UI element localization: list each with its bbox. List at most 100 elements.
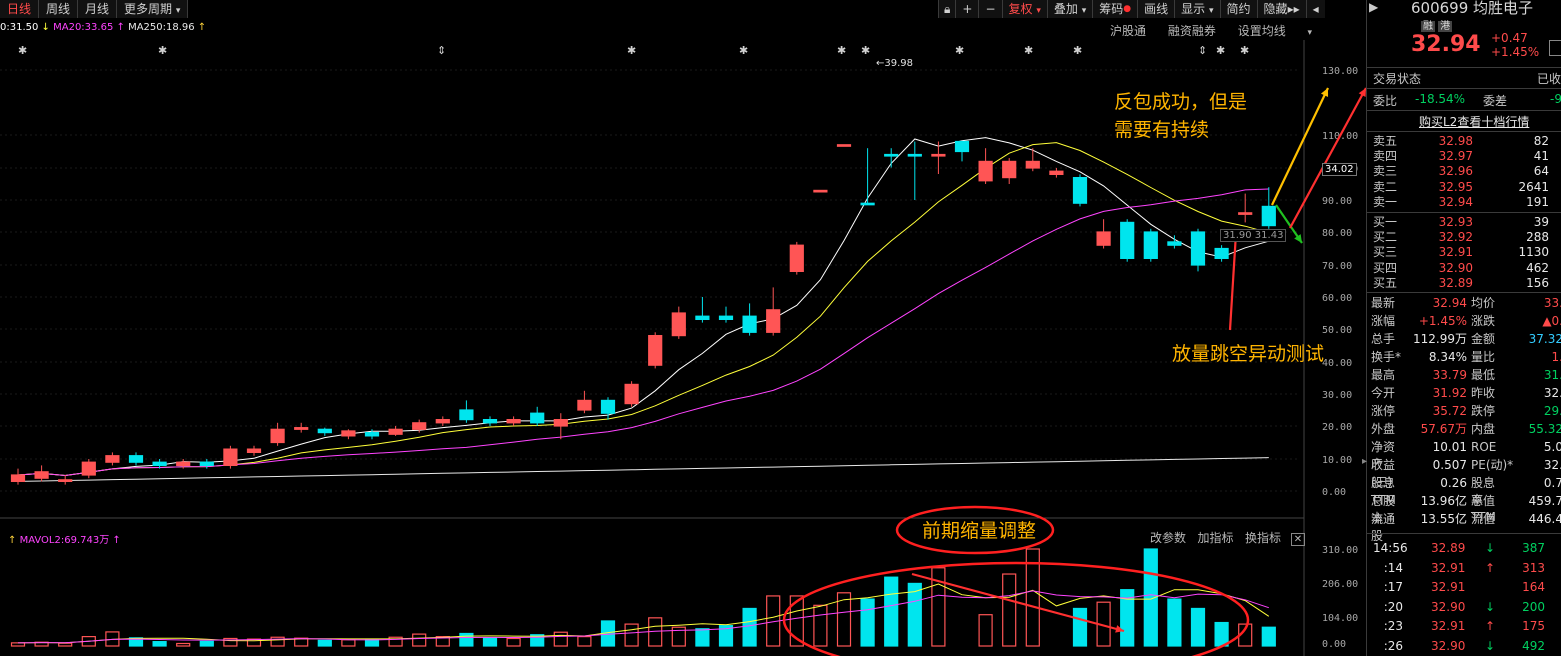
bid-row[interactable]: 买三 32.91 1130 — [1373, 245, 1561, 259]
close-icon[interactable]: ✕ — [1290, 533, 1306, 546]
stat-label: 涨停 — [1371, 404, 1396, 418]
tab-daily[interactable]: 日线 — [0, 0, 40, 18]
tab-weekly[interactable]: 周线 — [39, 0, 79, 18]
volume-bar — [1261, 626, 1276, 647]
bid-volume: 288 — [1526, 230, 1549, 245]
display-button[interactable]: 显示 ▾ — [1174, 0, 1220, 18]
bid-row[interactable]: 买五 32.89 156 — [1373, 276, 1561, 290]
link-switch-indicator[interactable]: 换指标 — [1244, 531, 1281, 545]
tab-more-periods-label: 更多周期 — [124, 2, 173, 16]
simple-button[interactable]: 简约 — [1219, 0, 1257, 18]
candle-body — [813, 189, 828, 193]
candle-body — [1002, 160, 1017, 179]
price-axis-label: 50.00 — [1322, 325, 1352, 336]
ask-row[interactable]: 卖一 32.94 191 — [1373, 195, 1561, 209]
volume-bar — [624, 623, 639, 647]
price-axis-label: 130.00 — [1322, 66, 1358, 77]
link-hk-connect[interactable]: 沪股通 — [1110, 24, 1147, 38]
hk-badge: 港 — [1438, 21, 1453, 32]
candle-body — [128, 455, 144, 463]
star-marker-icon: ✱ — [1073, 44, 1082, 57]
volume-bar — [435, 636, 450, 647]
price-axis-label: 80.00 — [1322, 228, 1352, 239]
stat-label: 最高 — [1371, 368, 1396, 382]
add-watch-icon[interactable] — [1549, 40, 1561, 56]
chevron-down-icon: ▾ — [1036, 6, 1041, 16]
trade-status-label: 交易状态 — [1373, 72, 1422, 86]
lock-icon[interactable]: 🔒︎ — [938, 0, 956, 18]
range-label: 31.90 31.43 — [1220, 229, 1287, 242]
tick-row: 14:56 32.89 ↓ 387 — [1373, 539, 1561, 557]
volume-bar — [459, 632, 474, 647]
link-ma-settings[interactable]: 设置均线 ▾ — [1238, 24, 1330, 38]
link-add-indicator[interactable]: 加指标 — [1197, 531, 1234, 545]
volume-bar — [671, 626, 686, 647]
volume-bar — [270, 636, 285, 647]
collapse-arrow-icon[interactable]: ▶ — [1369, 0, 1379, 14]
draw-line-button[interactable]: 画线 — [1137, 0, 1175, 18]
weicha-value: -9 — [1550, 92, 1561, 106]
l2-link[interactable]: 购买L2查看十档行情 — [1419, 115, 1530, 129]
volume-bar — [836, 592, 852, 647]
volume-bar — [506, 637, 521, 647]
ask-row[interactable]: 卖五 32.98 82 — [1373, 134, 1561, 148]
stat-label: PE(动)* — [1471, 458, 1514, 472]
rights-adjust-button[interactable]: 复权 ▾ — [1001, 0, 1047, 18]
panel-toggle-icon[interactable]: ▸ — [1362, 456, 1368, 467]
bid-price: 32.89 — [1438, 275, 1473, 290]
tab-more-periods[interactable]: 更多周期 ▾ — [117, 0, 189, 18]
stat-value: 1. — [1551, 350, 1561, 364]
tick-row: :17 32.91 164 — [1373, 578, 1561, 596]
price-axis-flag: 34.02 — [1322, 163, 1357, 176]
candle-body — [954, 140, 970, 153]
ask-price: 32.98 — [1438, 134, 1473, 148]
candle-body — [1190, 231, 1206, 266]
volume-axis-label: 310.00 — [1322, 545, 1358, 556]
annotation-circle-icon — [895, 505, 1055, 555]
zoom-out-icon[interactable]: − — [978, 0, 1002, 18]
tick-row: :26 32.90 ↓ 492 — [1373, 637, 1561, 655]
price-axis-label: 60.00 — [1322, 293, 1352, 304]
bid-row[interactable]: 买一 32.93 39 — [1373, 215, 1561, 229]
ma250-value: MA250:18.96 — [128, 22, 195, 33]
bid-row[interactable]: 买二 32.92 288 — [1373, 230, 1561, 244]
hide-button[interactable]: 隐藏▸▸ — [1256, 0, 1306, 18]
volume-bar — [317, 639, 332, 647]
ask-row[interactable]: 卖二 32.95 2641 — [1373, 180, 1561, 194]
volume-bar — [223, 637, 238, 647]
chevron-left-icon[interactable]: ◂ — [1305, 0, 1325, 18]
annotation-gap-test: 放量跳空异动测试 — [1172, 343, 1325, 365]
bid-row[interactable]: 买四 32.90 462 — [1373, 261, 1561, 275]
candle-body — [176, 461, 191, 467]
overlay-button[interactable]: 叠加 ▾ — [1046, 0, 1093, 18]
candle-body — [388, 428, 403, 435]
candle-body — [270, 428, 285, 444]
annotation-line2: 需要有持续 — [1114, 119, 1210, 141]
candle-body — [1072, 177, 1088, 204]
zoom-in-icon[interactable]: + — [955, 0, 979, 18]
candle-body — [789, 244, 804, 272]
down-arrow-icon: ↓ — [1485, 638, 1496, 653]
arrow-right-icon — [1289, 87, 1366, 229]
candle-body — [530, 412, 545, 424]
candle-body — [152, 461, 167, 467]
tick-volume: 200 — [1522, 599, 1545, 614]
link-margin[interactable]: 融资融券 — [1167, 24, 1216, 38]
stat-row: 流通股 13.55亿 流值 446.4 — [1371, 511, 1561, 543]
ask-row[interactable]: 卖三 32.96 64 — [1373, 164, 1561, 178]
ask-label: 卖三 — [1373, 164, 1398, 179]
display-label: 显示 — [1181, 2, 1206, 16]
link-edit-params[interactable]: 改参数 — [1150, 531, 1187, 545]
price-axis-label: 30.00 — [1322, 390, 1352, 401]
kline-chart[interactable]: ✱✱⇕✱✱✱✱✱✱✱⇕✱✱ 130.00110.00100.0090.0080.… — [0, 40, 1366, 656]
chips-button[interactable]: 筹码● — [1092, 0, 1138, 18]
overlay-label: 叠加 — [1053, 2, 1078, 16]
last-price: 32.94 — [1411, 32, 1481, 57]
tick-volume: 175 — [1522, 619, 1545, 633]
star-marker-icon: ✱ — [739, 44, 748, 57]
stat-row: 外盘 57.67万 内盘 55.32 — [1371, 421, 1561, 438]
tab-monthly[interactable]: 月线 — [78, 0, 118, 18]
volume-bar — [1214, 621, 1229, 647]
stat-label: ROE — [1471, 440, 1497, 454]
ask-row[interactable]: 卖四 32.97 41 — [1373, 149, 1561, 163]
